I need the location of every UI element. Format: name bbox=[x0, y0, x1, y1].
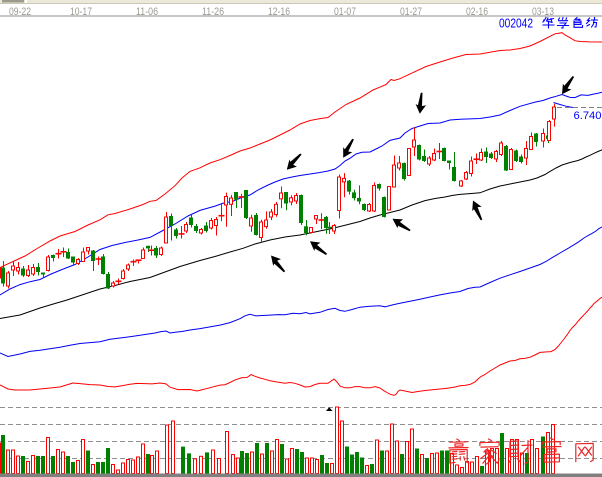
svg-text:01-27: 01-27 bbox=[400, 6, 422, 18]
svg-text:11-06: 11-06 bbox=[136, 6, 158, 18]
svg-text:12-16: 12-16 bbox=[268, 6, 290, 18]
svg-text:09-22: 09-22 bbox=[9, 6, 31, 18]
svg-text:03-13: 03-13 bbox=[532, 6, 554, 18]
svg-text:01-07: 01-07 bbox=[334, 6, 356, 18]
svg-text:6.740: 6.740 bbox=[574, 110, 602, 122]
svg-text:002042: 002042 bbox=[499, 17, 533, 31]
svg-text:11-26: 11-26 bbox=[202, 6, 224, 18]
svg-text:10-17: 10-17 bbox=[70, 6, 92, 18]
svg-text:02-16: 02-16 bbox=[466, 6, 488, 18]
